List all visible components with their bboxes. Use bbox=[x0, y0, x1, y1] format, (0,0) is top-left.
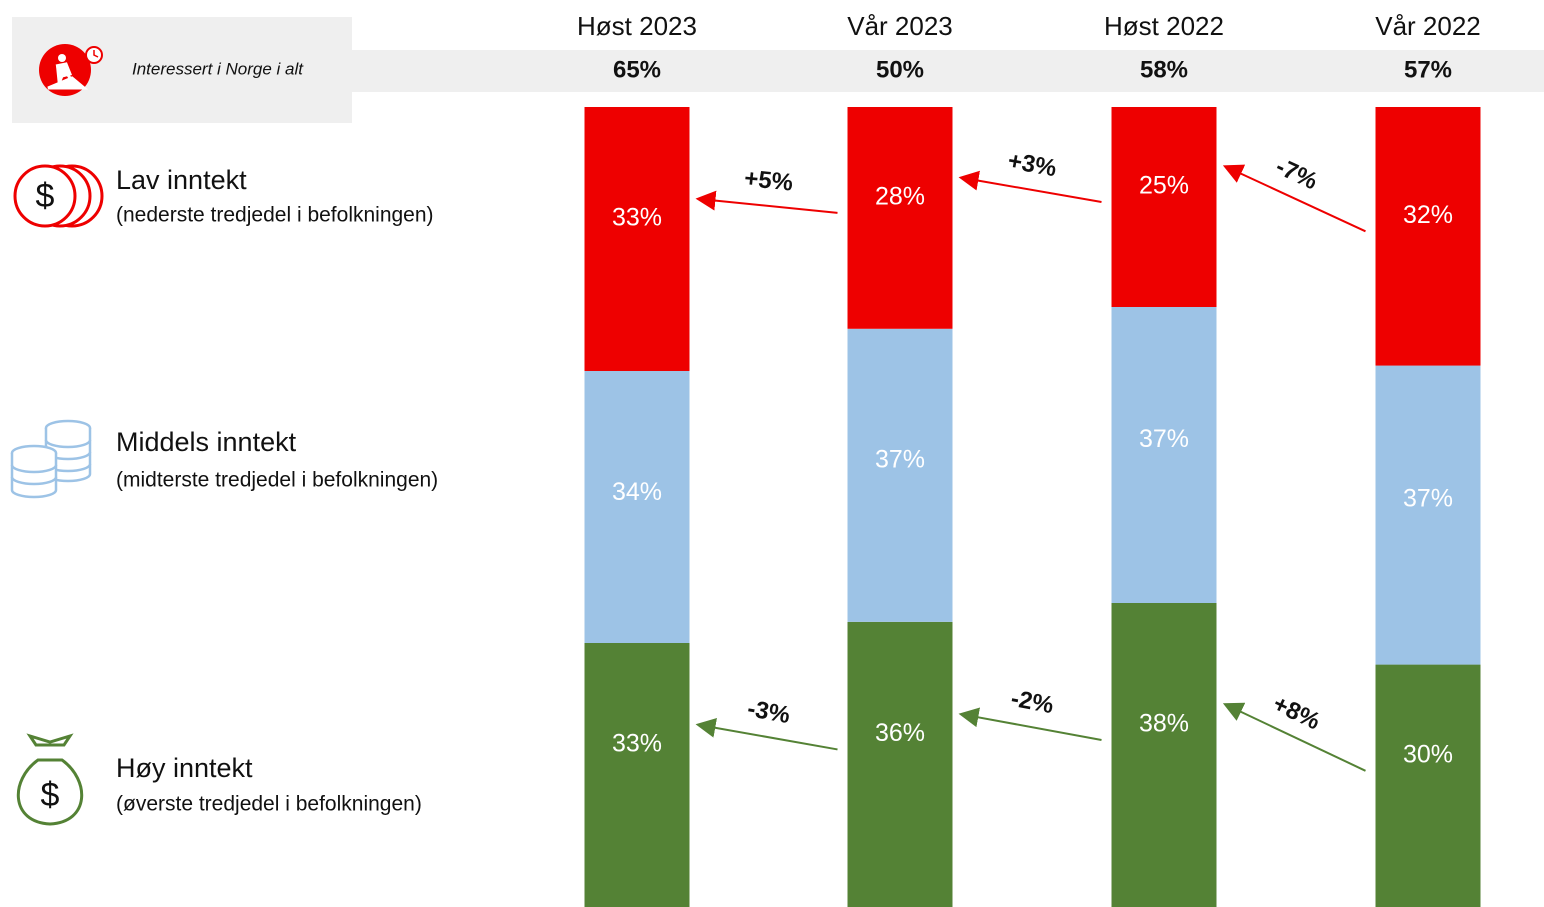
change-arrow bbox=[1222, 164, 1366, 233]
value-label: 33% bbox=[612, 730, 662, 758]
moneybag-icon: $ bbox=[16, 733, 84, 826]
change-label: -2% bbox=[1009, 685, 1056, 719]
category-label: Vår 2022 bbox=[1375, 11, 1481, 41]
total-label: 65% bbox=[613, 56, 661, 83]
bar-segment bbox=[1111, 107, 1217, 307]
svg-text:$: $ bbox=[41, 776, 60, 814]
bar-segment bbox=[1375, 365, 1481, 665]
change-label: +3% bbox=[1006, 147, 1059, 182]
category-label: Høst 2023 bbox=[577, 11, 697, 41]
coin-icon: $ bbox=[13, 164, 104, 228]
header-band bbox=[352, 50, 1544, 92]
change-label: +5% bbox=[743, 165, 794, 197]
value-label: 32% bbox=[1403, 201, 1453, 229]
value-label: 38% bbox=[1139, 710, 1189, 738]
category-label: Vår 2023 bbox=[847, 11, 953, 41]
change-arrow bbox=[1222, 702, 1366, 772]
value-label: 36% bbox=[875, 719, 925, 747]
value-label: 37% bbox=[875, 445, 925, 473]
hiker-icon bbox=[39, 44, 103, 96]
header-label: Interessert i Norge i alt bbox=[132, 59, 304, 78]
total-label: 57% bbox=[1404, 56, 1452, 83]
change-arrow bbox=[695, 717, 838, 751]
bar-segment bbox=[1375, 664, 1481, 907]
bar-segment bbox=[1111, 307, 1217, 603]
change-arrow bbox=[958, 707, 1102, 741]
legend-name: Høy inntekt bbox=[116, 753, 253, 783]
legend-name: Lav inntekt bbox=[116, 165, 247, 195]
legend-name: Middels inntekt bbox=[116, 427, 297, 457]
legend-description: (nederste tredjedel i befolkningen) bbox=[116, 204, 434, 227]
change-label: -7% bbox=[1271, 153, 1321, 195]
legend-description: (midterste tredjedel i befolkningen) bbox=[116, 469, 438, 492]
bar-segment bbox=[1111, 603, 1217, 907]
total-label: 50% bbox=[876, 56, 924, 83]
bar-segment bbox=[584, 371, 690, 643]
value-label: 34% bbox=[612, 478, 662, 506]
value-label: 37% bbox=[1139, 425, 1189, 453]
value-label: 37% bbox=[1403, 485, 1453, 513]
total-label: 58% bbox=[1140, 56, 1188, 83]
bar-segment bbox=[847, 328, 953, 622]
bar-segment bbox=[847, 621, 953, 907]
value-label: 30% bbox=[1403, 740, 1453, 768]
bar-segment bbox=[1375, 107, 1481, 366]
change-arrow bbox=[695, 190, 838, 214]
bar-segment bbox=[847, 107, 953, 329]
value-label: 28% bbox=[875, 183, 925, 211]
legend-description: (øverste tredjedel i befolkningen) bbox=[116, 793, 422, 816]
change-arrow bbox=[958, 170, 1102, 203]
svg-text:$: $ bbox=[36, 177, 55, 215]
bar-segment bbox=[584, 643, 690, 907]
category-label: Høst 2022 bbox=[1104, 11, 1224, 41]
bar-segment bbox=[584, 107, 690, 371]
value-label: 25% bbox=[1139, 172, 1189, 200]
value-label: 33% bbox=[612, 204, 662, 232]
change-label: -3% bbox=[745, 695, 792, 729]
stack-icon bbox=[10, 419, 92, 499]
